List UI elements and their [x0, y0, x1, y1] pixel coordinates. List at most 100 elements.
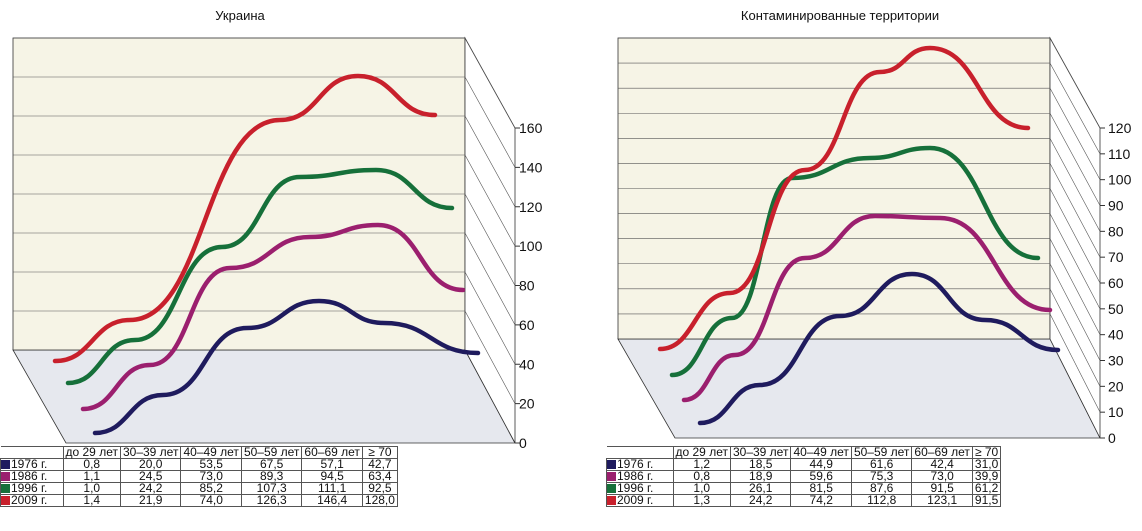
gridline-side: [1049, 138, 1101, 232]
gridline-side: [464, 154, 516, 247]
table-header-cell: 30–39 лет: [729, 446, 792, 459]
table-value-cell: 26,1: [729, 482, 792, 495]
table-value-cell: 123,1: [911, 494, 973, 507]
y-tick-label: 140: [519, 159, 543, 175]
data-table-contaminated: до 29 лет 30–39 лет 40–49 лет 50–59 лет 60–6…: [606, 446, 1002, 507]
table-value-cell: 1,4: [62, 494, 121, 507]
chart-floor: [617, 338, 1101, 439]
legend-swatch: [607, 496, 616, 505]
chart-title-contaminated: Контаминированные территории: [740, 8, 940, 23]
table-header-cell: 40–49 лет: [790, 446, 852, 459]
series-name: 1986 г.: [11, 469, 48, 483]
table-value-cell: 18,9: [729, 470, 792, 483]
gridline-side: [464, 310, 516, 404]
table-value-cell: 1,3: [672, 494, 731, 507]
data-table-ukraine: до 29 лет 30–39 лет 40–49 лет 50–59 лет 60–6…: [0, 446, 398, 507]
legend-swatch: [607, 460, 616, 469]
table-header-cell: до 29 лет: [672, 446, 731, 459]
y-tick-label: 80: [519, 278, 535, 294]
gridline-side: [1049, 288, 1101, 387]
series-legend-cell: 1976 г.: [606, 458, 674, 471]
y-tick-label: 90: [1108, 198, 1124, 214]
series-name: 2009 г.: [11, 493, 48, 507]
series-legend-cell: 1996 г.: [606, 481, 674, 495]
gridline-side: [464, 271, 516, 365]
series-name: 1986 г.: [617, 469, 654, 483]
table-header-cell: до 29 лет: [62, 446, 121, 459]
table-value-cell: 89,3: [240, 470, 303, 483]
y-tick-label: 20: [1108, 378, 1124, 394]
table-value-cell: 91,5: [971, 494, 1002, 507]
gridline-side: [1049, 213, 1101, 309]
table-row: 1986 г. 0,8 18,9 59,6 75,3 73,0 39,9: [606, 469, 1002, 483]
series-line-1986: [80, 222, 466, 412]
legend-swatch: [1, 460, 10, 469]
table-value-cell: 73,0: [180, 470, 242, 483]
table-header-cell: 40–49 лет: [180, 446, 242, 459]
series-line-1976: [92, 298, 481, 436]
y-tick-label: 20: [519, 396, 535, 412]
y-tick-label: 40: [519, 356, 535, 372]
table-header-cell: 50–59 лет: [240, 446, 303, 459]
y-tick-label: 40: [1108, 327, 1124, 343]
table-row: 1986 г. 1,1 24,5 73,0 89,3 94,5 63,4: [0, 469, 398, 483]
table-value-cell: 74,2: [790, 494, 852, 507]
chart-title-ukraine: Украина: [215, 8, 265, 23]
y-tick-label: 80: [1108, 223, 1124, 239]
table-row: 2009 г. 1,3 24,2 74,2 112,8 123,1 91,5: [606, 493, 1002, 507]
y-tick-label: 120: [519, 199, 543, 215]
table-value-cell: 75,3: [850, 470, 913, 483]
table-value-cell: 42,4: [911, 458, 973, 471]
y-tick-label: 30: [1108, 353, 1124, 369]
series-line-1996: [65, 167, 455, 386]
legend-swatch: [607, 472, 616, 481]
gridline-side: [464, 232, 516, 326]
gridline-side: [1049, 37, 1101, 129]
y-tick-label: 50: [1108, 301, 1124, 317]
y-tick-label: 110: [1108, 146, 1131, 162]
series-legend-cell: 1986 г.: [0, 469, 64, 483]
legend-swatch: [1, 496, 10, 505]
y-tick-label: 100: [519, 238, 543, 254]
y-tick-label: 120: [1108, 120, 1132, 136]
table-value-cell: 112,8: [850, 494, 913, 507]
y-tick-label: 60: [1108, 275, 1124, 291]
table-value-cell: 39,9: [971, 470, 1002, 483]
table-value-cell: 126,3: [240, 494, 303, 507]
series-line-1976: [697, 271, 1061, 426]
series-name: 1996 г.: [617, 481, 654, 495]
series-name: 2009 г.: [617, 493, 654, 507]
table-value-cell: 146,4: [301, 494, 363, 507]
legend-swatch: [1, 472, 10, 481]
series-legend-cell: 1976 г.: [0, 458, 64, 471]
gridline-side: [1049, 62, 1101, 154]
table-row: 2009 г. 1,4 21,9 74,0 126,3 146,4 128,0: [0, 493, 398, 507]
gridline-side: [464, 76, 516, 168]
table-value-cell: 74,0: [180, 494, 242, 507]
table-value-cell: 1,1: [62, 470, 121, 483]
y-tick-label: 0: [519, 435, 527, 451]
gridline-side: [1049, 188, 1101, 284]
series-legend-cell: 1996 г.: [0, 481, 64, 495]
gridline-side: [1049, 313, 1101, 413]
gridline-side: [1049, 163, 1101, 258]
legend-swatch: [1, 484, 10, 493]
series-legend-cell: 2009 г.: [606, 493, 674, 507]
gridline-side: [1049, 88, 1101, 180]
series-line-2009: [657, 45, 1031, 352]
gridline-side: [1049, 263, 1101, 361]
series-name: 1996 г.: [11, 481, 48, 495]
y-tick-label: 70: [1108, 249, 1124, 265]
y-tick-label: 10: [1108, 404, 1124, 420]
y-tick-label: 100: [1108, 172, 1132, 188]
chart-floor: [12, 349, 516, 444]
series-legend-cell: 2009 г.: [0, 493, 64, 507]
series-line-2009: [52, 73, 438, 364]
y-tick-label: 0: [1108, 430, 1116, 446]
table-row: 1996 г. 1,0 24,2 85,2 107,3 111,1 92,5: [0, 481, 398, 495]
y-tick-label: 60: [519, 317, 535, 333]
series-legend-cell: 1986 г.: [606, 469, 674, 483]
gridline-side: [464, 193, 516, 286]
y-tick-label: 160: [519, 120, 543, 136]
series-line-1986: [681, 213, 1053, 403]
